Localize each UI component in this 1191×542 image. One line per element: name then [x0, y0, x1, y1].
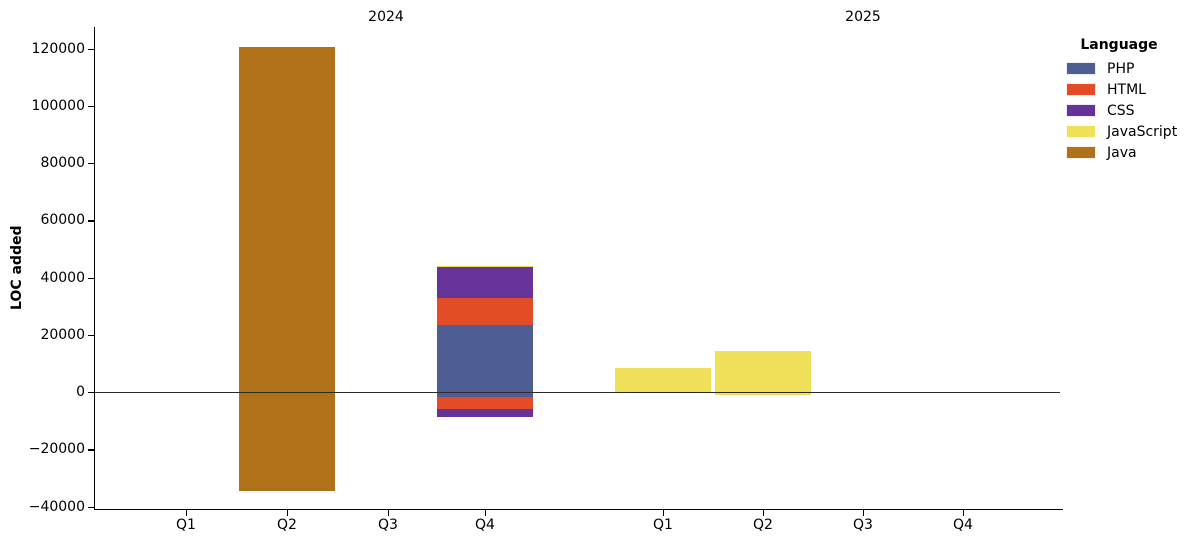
x-tick-mark — [485, 510, 487, 516]
legend-swatch-javascript — [1066, 125, 1096, 138]
legend-label: CSS — [1107, 102, 1135, 119]
x-tick-mark — [186, 510, 188, 516]
bar-segment-java-2024-q2 — [239, 392, 335, 491]
legend-label: JavaScript — [1107, 123, 1178, 140]
x-tick-mark — [287, 510, 289, 516]
x-tick-mark — [963, 510, 965, 516]
legend-item-java: Java — [1066, 142, 1172, 163]
legend-swatch-php — [1066, 62, 1096, 75]
x-tick-label-2024-q3: Q3 — [378, 517, 398, 533]
y-tick-mark — [88, 48, 94, 50]
y-axis-label: LOC added — [9, 225, 25, 310]
x-tick-label-2025-q2: Q2 — [753, 517, 773, 533]
y-tick-mark — [88, 220, 94, 222]
x-tick-mark — [663, 510, 665, 516]
legend-swatch-java — [1066, 146, 1096, 159]
x-tick-label-2024-q4: Q4 — [475, 517, 495, 533]
y-tick-label: 100000 — [31, 97, 85, 114]
bar-segment-css-2024-q4 — [437, 409, 533, 417]
y-tick-label: −20000 — [28, 441, 85, 458]
bar-segment-javascript-2025-q2 — [715, 392, 811, 395]
bar-segment-javascript-2024-q4 — [437, 266, 533, 268]
legend: Language PHP HTML CSS JavaScript Java — [1066, 37, 1177, 163]
x-tick-label-2024-q1: Q1 — [176, 517, 196, 533]
bar-segment-css-2024-q4 — [437, 267, 533, 298]
y-tick-label: 80000 — [40, 155, 85, 171]
y-tick-label: 120000 — [31, 40, 85, 57]
y-tick-mark — [88, 506, 94, 508]
legend-item-php: PHP — [1066, 58, 1172, 79]
legend-swatch-css — [1066, 104, 1096, 117]
y-tick-label: 20000 — [40, 326, 85, 343]
bar-segment-php-2024-q4 — [437, 325, 533, 392]
y-axis-spine — [94, 27, 96, 509]
y-tick-label: 60000 — [40, 212, 85, 229]
y-tick-mark — [88, 449, 94, 451]
legend-label: HTML — [1107, 81, 1146, 98]
legend-label: Java — [1107, 144, 1137, 161]
legend-item-css: CSS — [1066, 100, 1172, 121]
y-tick-label: 40000 — [40, 269, 85, 286]
legend-title: Language — [1080, 37, 1158, 53]
bar-segment-javascript-2025-q2 — [715, 350, 811, 392]
legend-item-html: HTML — [1066, 79, 1172, 100]
x-tick-label-2025-q1: Q1 — [653, 517, 673, 533]
y-tick-mark — [88, 392, 94, 394]
x-tick-label-2025-q3: Q3 — [853, 517, 873, 533]
x-tick-mark — [863, 510, 865, 516]
y-tick-mark — [88, 163, 94, 165]
legend-item-javascript: JavaScript — [1066, 121, 1177, 142]
x-tick-mark — [388, 510, 390, 516]
x-tick-label-2025-q4: Q4 — [953, 517, 973, 533]
x-tick-mark — [763, 510, 765, 516]
y-tick-mark — [88, 277, 94, 279]
bar-segment-html-2024-q4 — [437, 297, 533, 325]
facet-title-2024: 2024 — [368, 9, 404, 25]
y-tick-label: −40000 — [28, 498, 85, 515]
x-axis-spine — [94, 509, 1063, 511]
bar-segment-html-2024-q4 — [437, 396, 533, 410]
legend-swatch-html — [1066, 83, 1096, 96]
legend-label: PHP — [1107, 60, 1135, 77]
y-tick-mark — [88, 334, 94, 337]
bar-segment-php-2024-q4 — [437, 392, 533, 397]
y-tick-label: 0 — [76, 384, 85, 400]
bar-segment-java-2024-q2 — [239, 47, 335, 392]
x-tick-label-2024-q2: Q2 — [277, 517, 297, 533]
legend-items: PHP HTML CSS JavaScript Java — [1066, 58, 1177, 163]
y-tick-mark — [88, 105, 94, 108]
bar-segment-javascript-2025-q1 — [615, 368, 711, 392]
facet-title-2025: 2025 — [845, 9, 881, 25]
zero-line — [94, 392, 1060, 393]
